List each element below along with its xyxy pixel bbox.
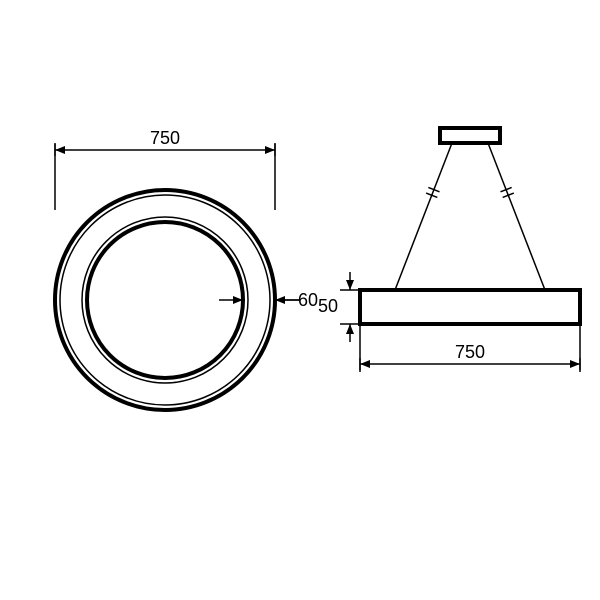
- dim-750-top-label: 750: [150, 128, 180, 148]
- canopy: [440, 128, 500, 143]
- dim-750-side-label: 750: [455, 342, 485, 362]
- suspension-wire-left: [395, 143, 452, 290]
- fixture-body: [360, 290, 580, 324]
- dim-50-label: 50: [318, 296, 338, 316]
- dim-60-label: 60: [298, 290, 318, 310]
- suspension-wire-right: [488, 143, 545, 290]
